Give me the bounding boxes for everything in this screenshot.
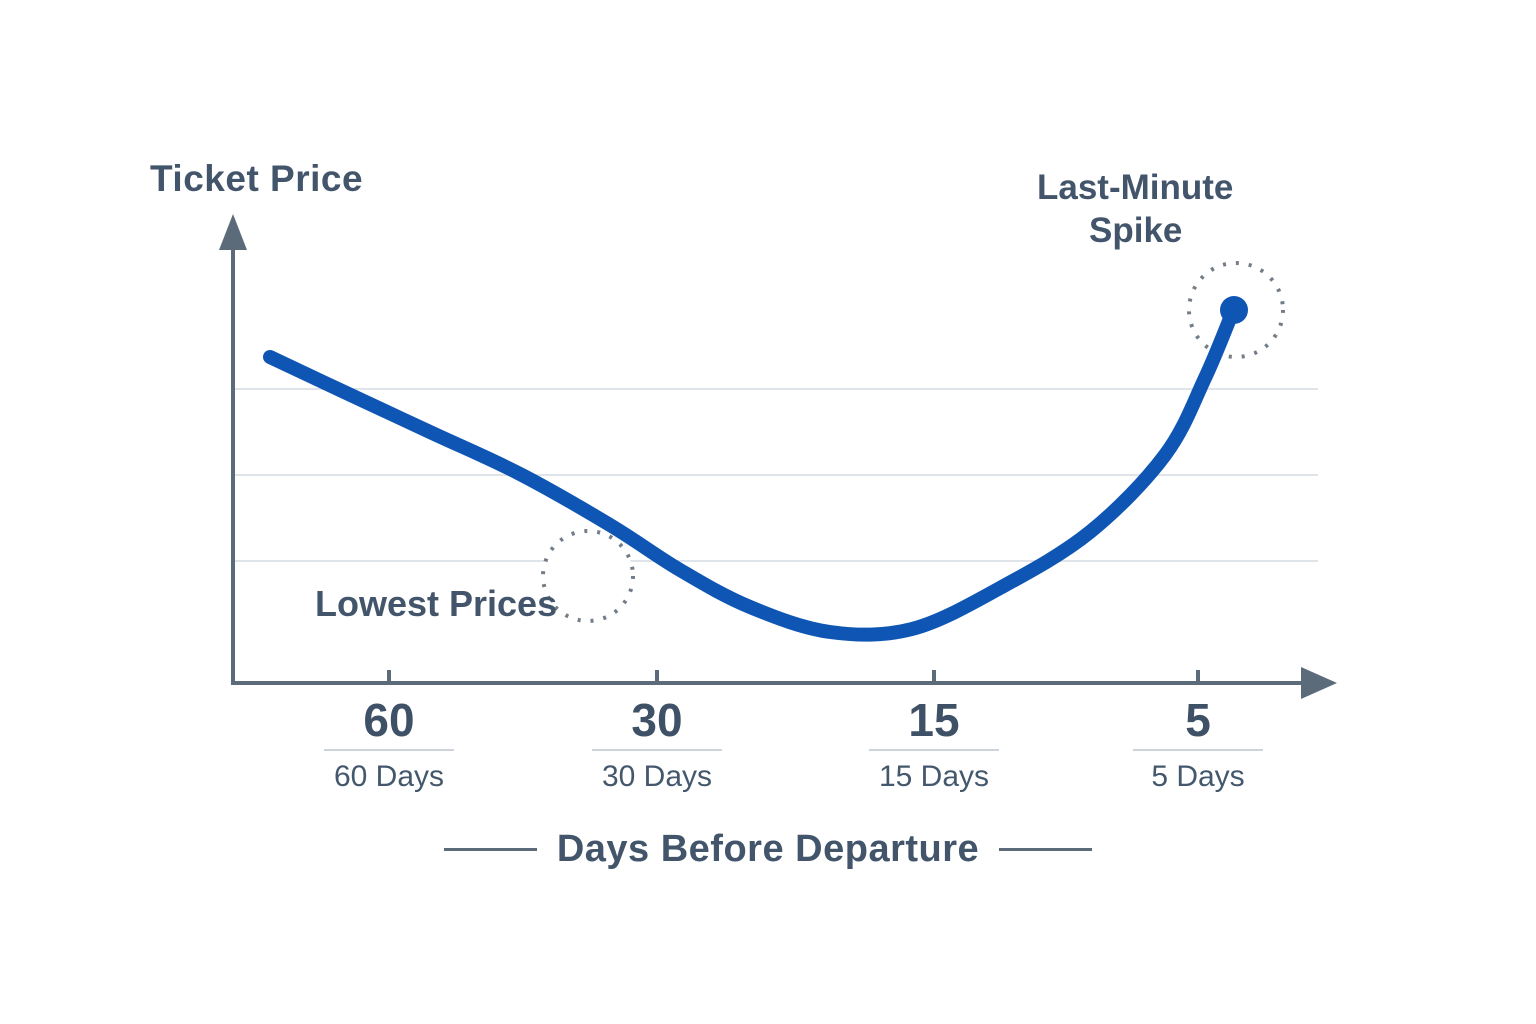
lowest-prices-annotation: Lowest Prices (315, 583, 558, 624)
title-left-dash (443, 848, 537, 851)
curve-endpoint-dot (1220, 296, 1248, 324)
tick-underline (1133, 749, 1263, 751)
lowest-prices-dotted-circle (541, 529, 635, 623)
x-axis-arrowhead-icon (1301, 667, 1337, 699)
x-axis-title: Days Before Departure (556, 828, 980, 870)
x-tick-60: 60 60 Days (279, 694, 499, 794)
x-tick-30: 30 30 Days (547, 694, 767, 794)
x-tick-60-caption: 60 Days (333, 760, 445, 793)
x-tick-5: 5 5 Days (1088, 694, 1308, 794)
x-tick-5-value: 5 (1185, 694, 1211, 746)
x-tick-15-caption: 15 Days (878, 760, 990, 793)
x-tick-30-value: 30 (631, 694, 683, 746)
ticket-price-curve (263, 304, 1240, 642)
y-axis-title: Ticket Price (150, 158, 364, 199)
x-tick-5-caption: 5 Days (1151, 760, 1245, 793)
last-minute-spike-annotation: Last-Minute Spike (1037, 166, 1437, 252)
tick-underline (869, 749, 999, 751)
x-axis-title-group: Days Before Departure (0, 828, 1536, 871)
x-tick-30-caption: 30 Days (601, 760, 713, 793)
spike-annotation-line1: Last-Minute (1037, 168, 1234, 207)
y-axis-arrowhead-icon (219, 214, 247, 250)
x-tick-60-value: 60 (363, 694, 415, 746)
x-axis-tickmarks (387, 670, 1200, 682)
spike-annotation-line2: Spike (1089, 211, 1183, 250)
x-tick-15-value: 15 (908, 694, 960, 746)
title-right-dash (999, 848, 1093, 851)
gridlines (235, 388, 1318, 562)
tick-underline (592, 749, 722, 751)
tick-underline (324, 749, 454, 751)
x-tick-15: 15 15 Days (824, 694, 1044, 794)
